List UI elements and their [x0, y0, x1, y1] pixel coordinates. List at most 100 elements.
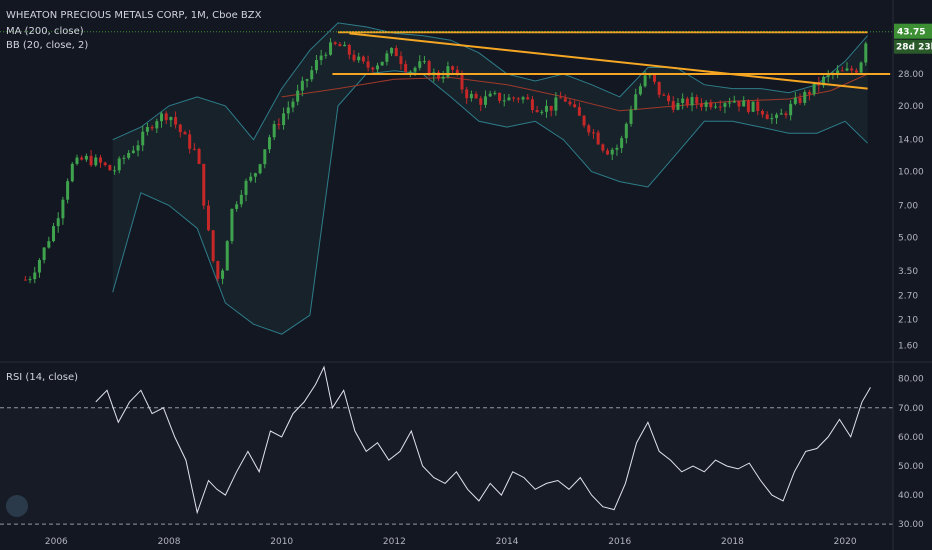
rsi-band-fill	[0, 407, 893, 525]
candle-body	[559, 97, 563, 99]
rsi-legend: RSI (14, close)	[6, 372, 79, 383]
rsi-line	[95, 365, 871, 515]
candle-body	[225, 241, 229, 271]
candle-body	[840, 70, 844, 72]
candle-body	[643, 75, 647, 87]
candle-body	[28, 279, 32, 281]
price-axis[interactable]: 28.00 20.00 14.00 10.00 7.00 5.00 3.50 2.70 2.10…	[45, 23, 932, 547]
price-tick-label: 5.00	[898, 233, 918, 243]
candle-body	[591, 132, 595, 134]
candle-body	[469, 93, 473, 99]
candle-body	[291, 101, 295, 108]
candle-body	[84, 155, 88, 160]
candle-body	[530, 99, 534, 110]
candle-body	[206, 205, 210, 231]
candle-body	[333, 42, 337, 45]
candle-body	[371, 67, 375, 70]
candle-body	[549, 105, 553, 111]
candle-body	[103, 162, 107, 166]
candle-body	[305, 79, 309, 81]
candle-body	[239, 194, 243, 205]
candle-body	[638, 86, 642, 95]
candle-body	[756, 101, 760, 111]
candle-body	[89, 155, 93, 166]
candle-body	[732, 101, 736, 103]
candle-body	[601, 144, 605, 151]
candle-body	[681, 98, 685, 104]
candle-body	[361, 56, 365, 62]
candle-body	[42, 247, 46, 261]
candle-body	[413, 67, 417, 72]
candle-body	[709, 102, 713, 108]
countdown-badge-text: 28d 23h	[896, 43, 932, 53]
candle-body	[685, 98, 689, 106]
candle-body	[479, 98, 483, 105]
candle-body	[620, 138, 624, 148]
candle-body	[657, 81, 661, 95]
price-tick-label: 10.00	[898, 168, 924, 178]
candle-body	[775, 114, 779, 118]
candle-body	[33, 272, 37, 280]
candle-body	[812, 82, 816, 95]
candle-body	[122, 157, 126, 159]
candle-body	[582, 115, 586, 126]
candle-body	[404, 64, 408, 73]
candle-body	[263, 149, 267, 165]
candle-body	[136, 145, 140, 151]
candle-body	[446, 66, 450, 77]
candle-body	[160, 113, 164, 122]
candle-body	[502, 100, 506, 102]
candle-body	[94, 157, 98, 166]
candle-body	[671, 101, 675, 110]
candle-body	[437, 72, 441, 79]
price-badge-text: 43.75	[897, 28, 925, 38]
x-tick-label: 2020	[834, 537, 857, 547]
candle-body	[577, 107, 581, 116]
candle-body	[216, 261, 220, 279]
candle-body	[704, 102, 708, 107]
symbol-title: WHEATON PRECIOUS METALS CORP, 1M, Cboe B…	[6, 10, 262, 21]
candle-body	[375, 65, 379, 70]
x-tick-label: 2006	[45, 537, 68, 547]
candle-body	[807, 91, 811, 95]
candle-body	[150, 127, 154, 129]
candle-body	[329, 42, 333, 55]
candle-body	[826, 73, 830, 77]
candle-body	[695, 97, 699, 104]
candle-body	[277, 124, 281, 126]
candle-body	[56, 218, 60, 227]
candle-body	[347, 44, 351, 55]
candle-body	[507, 97, 511, 101]
candle-body	[845, 68, 849, 71]
candle-body	[202, 163, 206, 206]
candle-body	[249, 176, 253, 181]
price-tick-label: 2.10	[898, 316, 918, 326]
rsi-pane[interactable]	[0, 365, 893, 525]
candle-body	[540, 111, 544, 113]
candle-body	[366, 61, 370, 68]
candle-body	[526, 97, 530, 100]
bb-upper-line	[112, 22, 868, 141]
x-tick-label: 2014	[496, 537, 519, 547]
candle-body	[197, 148, 201, 164]
price-tick-label: 14.00	[898, 136, 924, 146]
tradingview-logo-icon[interactable]	[6, 495, 28, 517]
candle-body	[296, 90, 300, 102]
candle-body	[850, 68, 854, 71]
candle-body	[66, 181, 70, 200]
candle-body	[230, 208, 234, 242]
candle-body	[765, 114, 769, 120]
candle-body	[310, 70, 314, 80]
candle-body	[37, 260, 41, 273]
candle-body	[282, 113, 286, 126]
candle-body	[563, 98, 567, 102]
candle-body	[460, 74, 464, 90]
price-pane[interactable]	[0, 22, 893, 335]
candle-body	[610, 149, 614, 155]
candle-body	[427, 61, 431, 76]
candle-body	[169, 117, 173, 121]
rsi-tick-label: 50.00	[898, 462, 924, 472]
bb-fill	[112, 22, 868, 335]
candle-body	[267, 137, 271, 150]
